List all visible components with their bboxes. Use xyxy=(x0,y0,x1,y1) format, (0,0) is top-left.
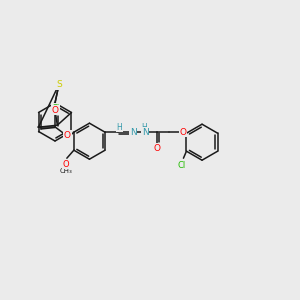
Text: O: O xyxy=(52,106,59,115)
Text: N: N xyxy=(142,128,148,137)
Text: CH₃: CH₃ xyxy=(59,168,72,174)
Text: S: S xyxy=(56,80,62,89)
Text: O: O xyxy=(62,160,69,169)
Text: H: H xyxy=(141,123,147,132)
Text: Cl: Cl xyxy=(177,161,186,170)
Text: Cl: Cl xyxy=(51,104,59,113)
Text: H: H xyxy=(116,123,122,132)
Text: O: O xyxy=(154,144,160,153)
Text: N: N xyxy=(130,128,136,137)
Text: O: O xyxy=(179,128,187,137)
Text: O: O xyxy=(64,131,71,140)
